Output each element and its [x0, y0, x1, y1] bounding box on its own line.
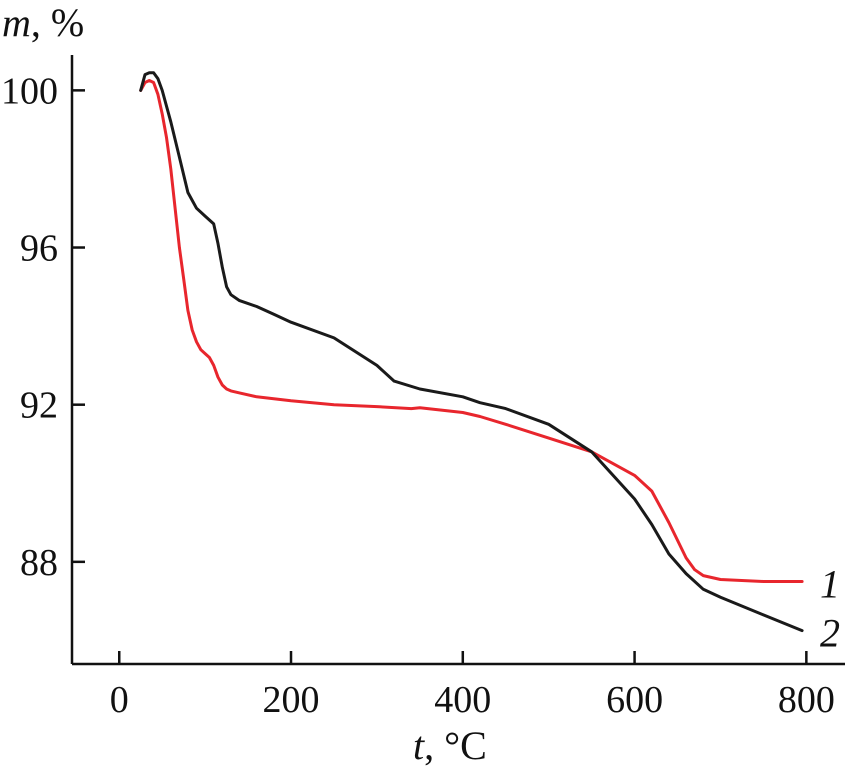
ticks [72, 89, 808, 664]
series-line-2 [139, 71, 804, 633]
y-axis-label: m, % [2, 0, 84, 45]
x-axis-label-unit: , °C [424, 723, 487, 768]
curves [139, 71, 804, 633]
tick-labels: 0 200 400 600 800 88 92 96 100 [1, 70, 835, 721]
y-axis-label-var: m [2, 0, 31, 45]
x-tick-label: 600 [606, 679, 663, 721]
y-tick-label: 96 [20, 228, 58, 270]
x-axis-label-var: t [413, 723, 425, 768]
y-tick-label: 88 [20, 542, 58, 584]
x-tick-label: 200 [263, 679, 320, 721]
x-axis-label: t, °C [413, 723, 487, 768]
series-label-1: 1 [820, 561, 840, 606]
y-tick-label: 92 [20, 385, 58, 427]
axes [70, 55, 845, 666]
x-tick-label: 400 [434, 679, 491, 721]
series-labels: 12 [820, 561, 840, 655]
x-tick-label: 0 [110, 679, 129, 721]
y-axis-label-unit: , % [31, 0, 84, 45]
y-tick-label: 100 [1, 70, 58, 112]
series-line-1 [139, 79, 804, 583]
x-tick-label: 800 [778, 679, 835, 721]
series-label-2: 2 [820, 611, 840, 656]
